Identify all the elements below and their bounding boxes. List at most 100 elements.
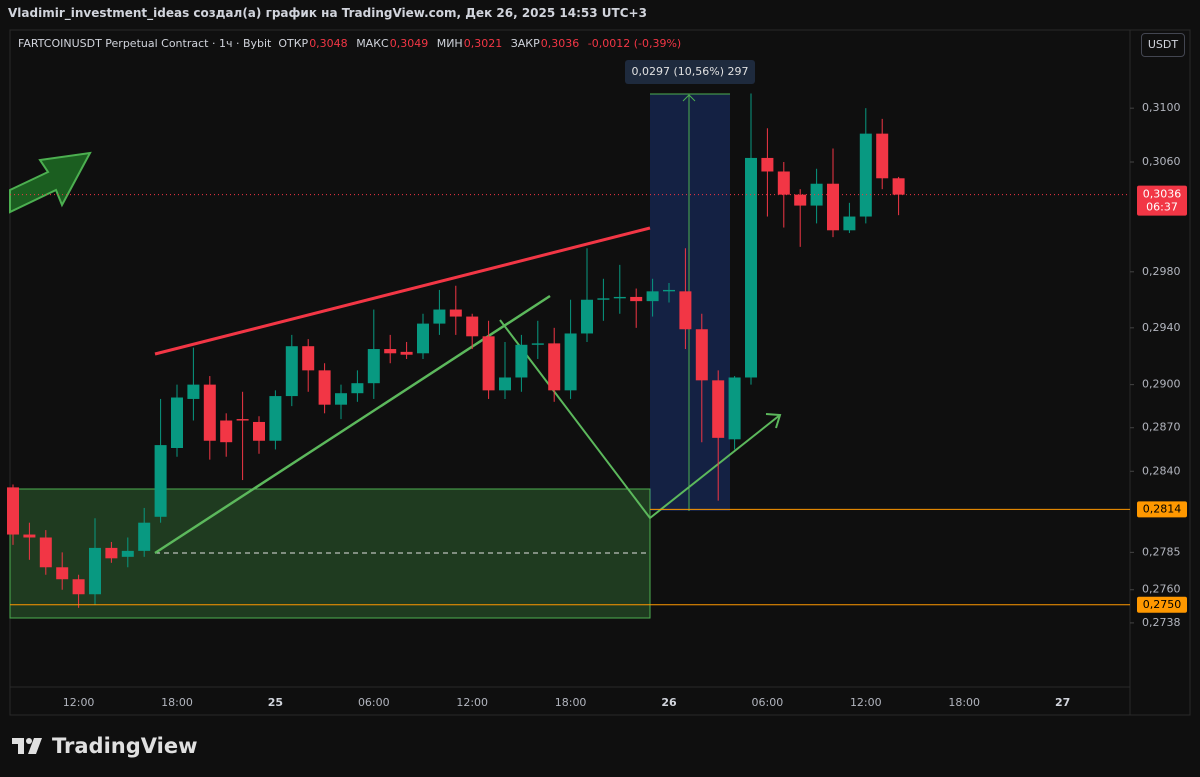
legend-value: 0,3048: [309, 37, 348, 50]
x-tick-label: 12:00: [456, 696, 488, 709]
y-tick-label: 0,2760: [1142, 583, 1181, 596]
candle-body: [499, 377, 511, 391]
candle-body: [400, 351, 413, 355]
x-tick-label: 25: [268, 696, 283, 709]
x-tick-label: 18:00: [948, 696, 980, 709]
x-tick-label: 18:00: [555, 696, 587, 709]
candle-body: [745, 157, 757, 378]
legend-value: 0,3021: [463, 37, 503, 50]
candle-body: [515, 344, 528, 378]
candle-body: [318, 370, 331, 405]
candle-body: [859, 133, 872, 217]
candle-body: [171, 397, 183, 449]
y-tick-label: 0,2738: [1142, 616, 1181, 629]
annotation-box: [625, 60, 755, 84]
y-tick-label: 0,2980: [1142, 265, 1181, 278]
price-line-tag: [1137, 501, 1187, 518]
y-tick-label: 0,2785: [1142, 545, 1181, 558]
currency-button[interactable]: USDT: [1141, 33, 1185, 57]
candle-body: [679, 291, 692, 330]
candle-body: [335, 393, 347, 405]
legend-change: -0,0012 (-0,39%): [587, 37, 682, 50]
candle-body: [302, 346, 315, 371]
x-tick-label: 06:00: [752, 696, 784, 709]
y-tick-label: 0,2900: [1142, 378, 1181, 391]
candle-body: [351, 383, 364, 394]
x-tick-label: 12:00: [850, 696, 882, 709]
candle-body: [220, 420, 233, 443]
candle-body: [187, 384, 200, 399]
candle-body: [433, 309, 446, 324]
legend: FARTCOINUSDT Perpetual Contract · 1ч · B…: [18, 37, 686, 50]
price-line-label: 0,2814: [1143, 502, 1182, 515]
legend-key: ОТКР: [278, 37, 309, 50]
candle-body: [203, 384, 216, 441]
x-tick-label: 06:00: [358, 696, 390, 709]
y-tick-label: 0,3060: [1142, 155, 1181, 168]
candle-body: [121, 550, 134, 557]
y-tick-label: 0,3100: [1142, 101, 1181, 114]
candle-body: [56, 567, 69, 580]
y-tick-label: 0,2940: [1142, 321, 1181, 334]
candle-body: [646, 291, 659, 302]
candle-body: [531, 343, 544, 345]
candle-body: [384, 349, 397, 354]
resistance-line: [154, 226, 651, 356]
last-price-label: 0,3036: [1143, 188, 1182, 201]
x-tick-label: 26: [661, 696, 677, 709]
candle-body: [482, 336, 495, 391]
candle-body: [449, 309, 462, 317]
candle-body: [712, 380, 725, 438]
candle-body: [253, 421, 265, 441]
candle-body: [7, 487, 19, 535]
candle-body: [876, 133, 889, 179]
price-line-label: 0,2750: [1143, 598, 1182, 611]
candle-body: [630, 296, 643, 302]
candle-body: [613, 296, 626, 299]
candle-body: [827, 183, 839, 231]
y-tick-label: 0,2840: [1142, 464, 1181, 477]
legend-key: МАКС: [356, 37, 389, 50]
x-tick-label: 27: [1055, 696, 1070, 709]
candle-body: [728, 377, 741, 440]
candle-body: [761, 157, 774, 172]
candle-body: [564, 333, 577, 391]
candle-body: [597, 298, 610, 300]
candle-body: [154, 445, 167, 517]
candle-body: [39, 537, 52, 568]
candle-body: [810, 183, 823, 206]
symbol: FARTCOINUSDT Perpetual Contract · 1ч · B…: [18, 37, 272, 50]
candle-body: [285, 346, 298, 397]
candle-body: [695, 329, 708, 381]
candle-body: [892, 178, 905, 195]
candle-body: [794, 194, 807, 206]
candle-body: [581, 299, 593, 334]
price-line-tag: [1137, 596, 1187, 613]
brand: TradingView: [12, 734, 197, 758]
candle-body: [843, 216, 856, 231]
candle-body: [138, 522, 151, 551]
annotation: 0,0297 (10,56%) 297: [631, 65, 748, 78]
pane-border: [9, 29, 1191, 716]
candle-body: [466, 316, 479, 337]
legend-value: 0,3049: [389, 37, 429, 50]
y-tick-label: 0,2870: [1142, 421, 1181, 434]
countdown: 06:37: [1146, 201, 1178, 214]
candle-body: [663, 289, 675, 292]
candle-body: [105, 547, 118, 559]
candle-body: [72, 579, 85, 595]
candle-body: [236, 419, 249, 421]
header-title: Vladimir_investment_ideas создал(а) граф…: [8, 6, 647, 20]
candle-body: [417, 323, 429, 354]
candle-body: [23, 534, 36, 538]
measure-arrow: [682, 94, 696, 102]
x-tick-label: 18:00: [161, 696, 193, 709]
legend-value: 0,3036: [540, 37, 580, 50]
candle-body: [89, 547, 101, 595]
big-arrow: [9, 151, 92, 214]
brand-name: TradingView: [52, 734, 198, 758]
brand-logo: [12, 738, 42, 754]
candle-body: [777, 171, 790, 195]
